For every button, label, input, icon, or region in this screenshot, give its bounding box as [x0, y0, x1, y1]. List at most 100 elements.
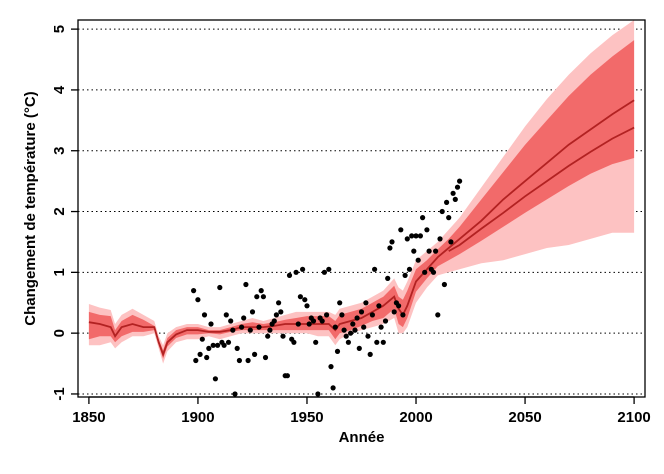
observation-point	[254, 294, 260, 300]
observation-point	[433, 248, 439, 254]
observation-point	[291, 339, 297, 345]
x-axis: 1850 1900 1950 2000 2050 2100	[72, 396, 651, 426]
y-axis: -1 0 1 2 3 4 5	[51, 25, 78, 401]
observation-point	[217, 284, 223, 291]
observation-point	[243, 281, 249, 288]
observation-point	[358, 309, 365, 315]
observation-point	[215, 342, 221, 348]
observation-point	[341, 327, 347, 333]
observation-point	[426, 248, 432, 254]
observation-point	[402, 272, 408, 278]
observation-point	[193, 357, 199, 364]
observation-point	[225, 339, 232, 345]
y-tick-label: 1	[51, 268, 68, 276]
observation-point	[324, 312, 330, 318]
observation-point	[450, 190, 456, 196]
observation-point	[343, 333, 349, 339]
observation-point	[204, 354, 210, 361]
observation-point	[304, 303, 310, 309]
observation-point	[302, 297, 308, 303]
observation-point	[417, 233, 423, 239]
observation-point	[201, 312, 208, 318]
observation-point	[332, 324, 338, 330]
observation-point	[446, 215, 452, 221]
observation-point	[326, 266, 332, 272]
observation-point	[380, 339, 386, 345]
observation-point	[210, 342, 216, 348]
y-axis-title: Changement de température (°C)	[22, 91, 39, 325]
observation-point	[247, 327, 253, 333]
observation-point	[286, 272, 293, 278]
observation-point	[315, 391, 321, 397]
observation-point	[241, 315, 247, 321]
observation-point	[293, 269, 299, 275]
y-tick-label: 5	[51, 25, 68, 33]
observation-point	[391, 309, 397, 315]
observation-point	[232, 391, 238, 397]
observation-point	[457, 178, 463, 184]
observation-point	[284, 373, 290, 379]
observation-point	[448, 239, 454, 245]
observation-point	[212, 376, 218, 382]
observation-point	[404, 236, 410, 242]
observation-point	[454, 184, 461, 190]
observation-point	[415, 257, 421, 263]
observation-point	[265, 333, 271, 339]
observation-point	[382, 318, 389, 324]
observation-point	[398, 227, 404, 233]
observation-point	[413, 233, 419, 239]
observation-point	[350, 321, 356, 327]
observation-point	[199, 336, 205, 342]
observation-point	[273, 312, 279, 318]
observation-point	[430, 269, 437, 275]
observation-point	[409, 233, 415, 239]
x-tick-label: 2100	[617, 409, 650, 426]
observation-point	[295, 321, 301, 327]
observation-point	[385, 275, 391, 281]
observation-point	[252, 351, 258, 357]
y-tick-label: 3	[51, 147, 68, 155]
observation-point	[278, 309, 284, 315]
observation-point	[223, 312, 229, 318]
observation-point	[319, 318, 325, 324]
observation-point	[441, 281, 447, 288]
observation-point	[310, 318, 317, 324]
observation-point	[221, 342, 227, 348]
observation-point	[245, 357, 251, 364]
observation-point	[424, 227, 430, 233]
observation-point	[208, 321, 214, 327]
observation-point	[300, 266, 306, 272]
x-tick-label: 1900	[181, 409, 214, 426]
projection-lines	[88, 99, 635, 358]
y-tick-label: -1	[51, 387, 68, 400]
observation-point	[276, 300, 282, 306]
observation-point	[258, 288, 264, 294]
observation-point	[262, 354, 269, 361]
observation-point	[439, 208, 445, 215]
observation-point	[256, 324, 262, 330]
x-tick-label: 2050	[508, 409, 541, 426]
observation-point	[239, 324, 245, 330]
observation-point	[389, 239, 395, 245]
observation-point	[352, 327, 358, 333]
observation-point	[406, 266, 413, 272]
observation-point	[444, 199, 450, 205]
observation-point	[280, 333, 286, 339]
y-tick-label: 2	[51, 207, 68, 215]
observation-point	[328, 364, 334, 370]
observation-point	[348, 330, 354, 336]
x-tick-label: 1950	[290, 409, 323, 426]
observation-point	[228, 318, 234, 324]
x-axis-title: Année	[339, 429, 385, 446]
observation-point	[271, 318, 277, 324]
observation-point	[195, 297, 201, 303]
observation-point	[400, 312, 406, 318]
observation-point	[376, 303, 382, 309]
observation-point	[230, 327, 236, 333]
observation-point	[337, 300, 343, 306]
observation-points	[191, 178, 463, 397]
observation-point	[345, 339, 351, 345]
observation-point	[369, 312, 375, 318]
observation-point	[197, 351, 203, 357]
